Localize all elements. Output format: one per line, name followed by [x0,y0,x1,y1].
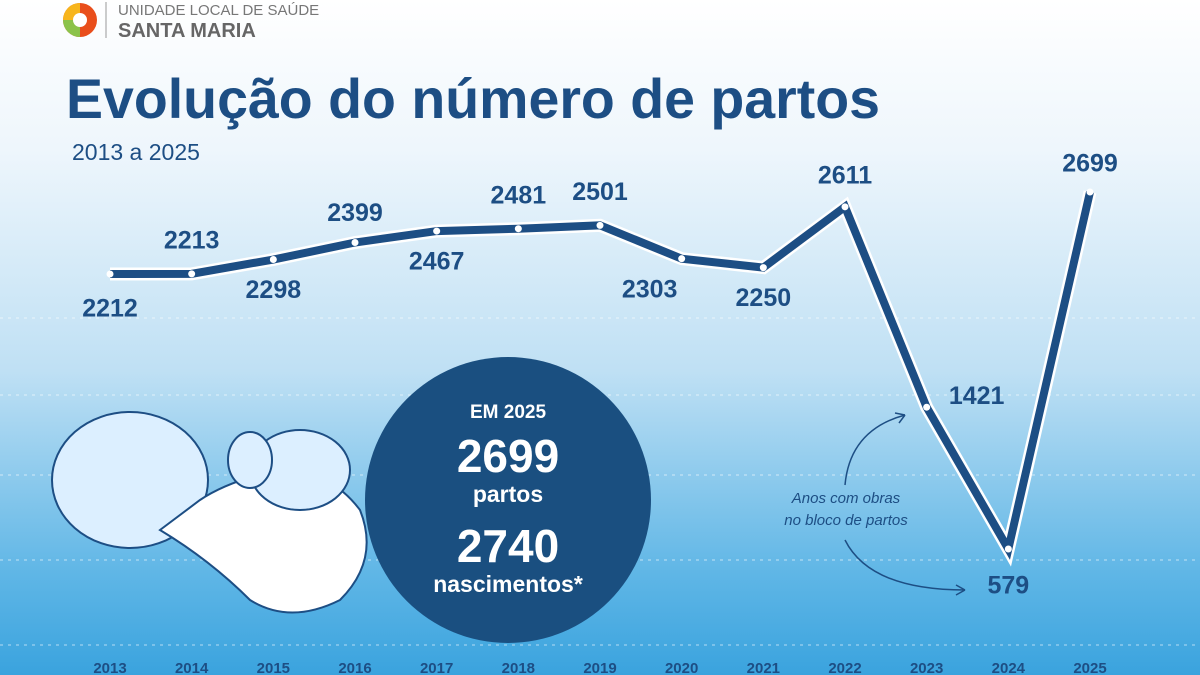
x-tick-label: 2018 [502,660,535,675]
data-label: 2399 [327,199,383,227]
point [1086,188,1094,196]
annotation-arrow [844,414,906,486]
x-tick-label: 2025 [1073,660,1106,675]
point [514,225,522,233]
point [1004,545,1012,553]
data-label: 2250 [736,284,792,312]
highlight-births-value: 2699 [457,430,559,482]
point [596,221,604,229]
data-label: 2699 [1062,150,1118,178]
data-label: 2213 [164,226,220,254]
highlight-newborns-label: nascimentos* [433,571,583,597]
data-label: 2481 [491,181,547,209]
x-tick-label: 2023 [910,660,943,675]
x-tick-label: 2024 [992,660,1026,675]
point [678,255,686,263]
x-tick-label: 2022 [828,660,861,675]
highlight-births-label: partos [473,481,543,507]
point [351,239,359,247]
data-label: 2467 [409,248,465,276]
data-label: 579 [987,572,1029,600]
org-line1: UNIDADE LOCAL DE SAÚDE [118,2,319,19]
annotation-line1: Anos com obras [791,490,901,507]
data-label: 2212 [82,295,138,323]
point [433,227,441,235]
annotation-line2: no bloco de partos [784,512,908,529]
highlight-heading: EM 2025 [470,402,546,423]
point [923,403,931,411]
x-tick-label: 2021 [747,660,780,675]
data-label: 2298 [246,276,302,304]
chart-subtitle: 2013 a 2025 [72,139,200,165]
annotation-arrowhead [955,584,966,596]
point [106,270,114,278]
x-tick-label: 2017 [420,660,453,675]
annotation-arrow [844,539,966,591]
logo-part [73,13,87,27]
data-label: 2611 [818,161,872,189]
x-tick-label: 2016 [338,660,371,675]
x-tick-label: 2014 [175,660,209,675]
org-line2: SANTA MARIA [118,20,256,42]
data-label: 2303 [622,275,678,303]
annotation-arrowhead [894,412,906,424]
data-label: 2501 [572,178,628,206]
x-tick-label: 2020 [665,660,698,675]
point [841,203,849,211]
highlight-circle [365,357,651,643]
highlight-newborns-value: 2740 [457,520,559,572]
point [188,270,196,278]
point [269,256,277,264]
x-tick-label: 2013 [93,660,126,675]
point [759,264,767,272]
x-tick-label: 2019 [583,660,616,675]
baby-illustration [51,411,368,614]
chart-title: Evolução do número de partos [66,67,880,130]
x-tick-label: 2015 [257,660,290,675]
data-label: 1421 [949,382,1005,410]
